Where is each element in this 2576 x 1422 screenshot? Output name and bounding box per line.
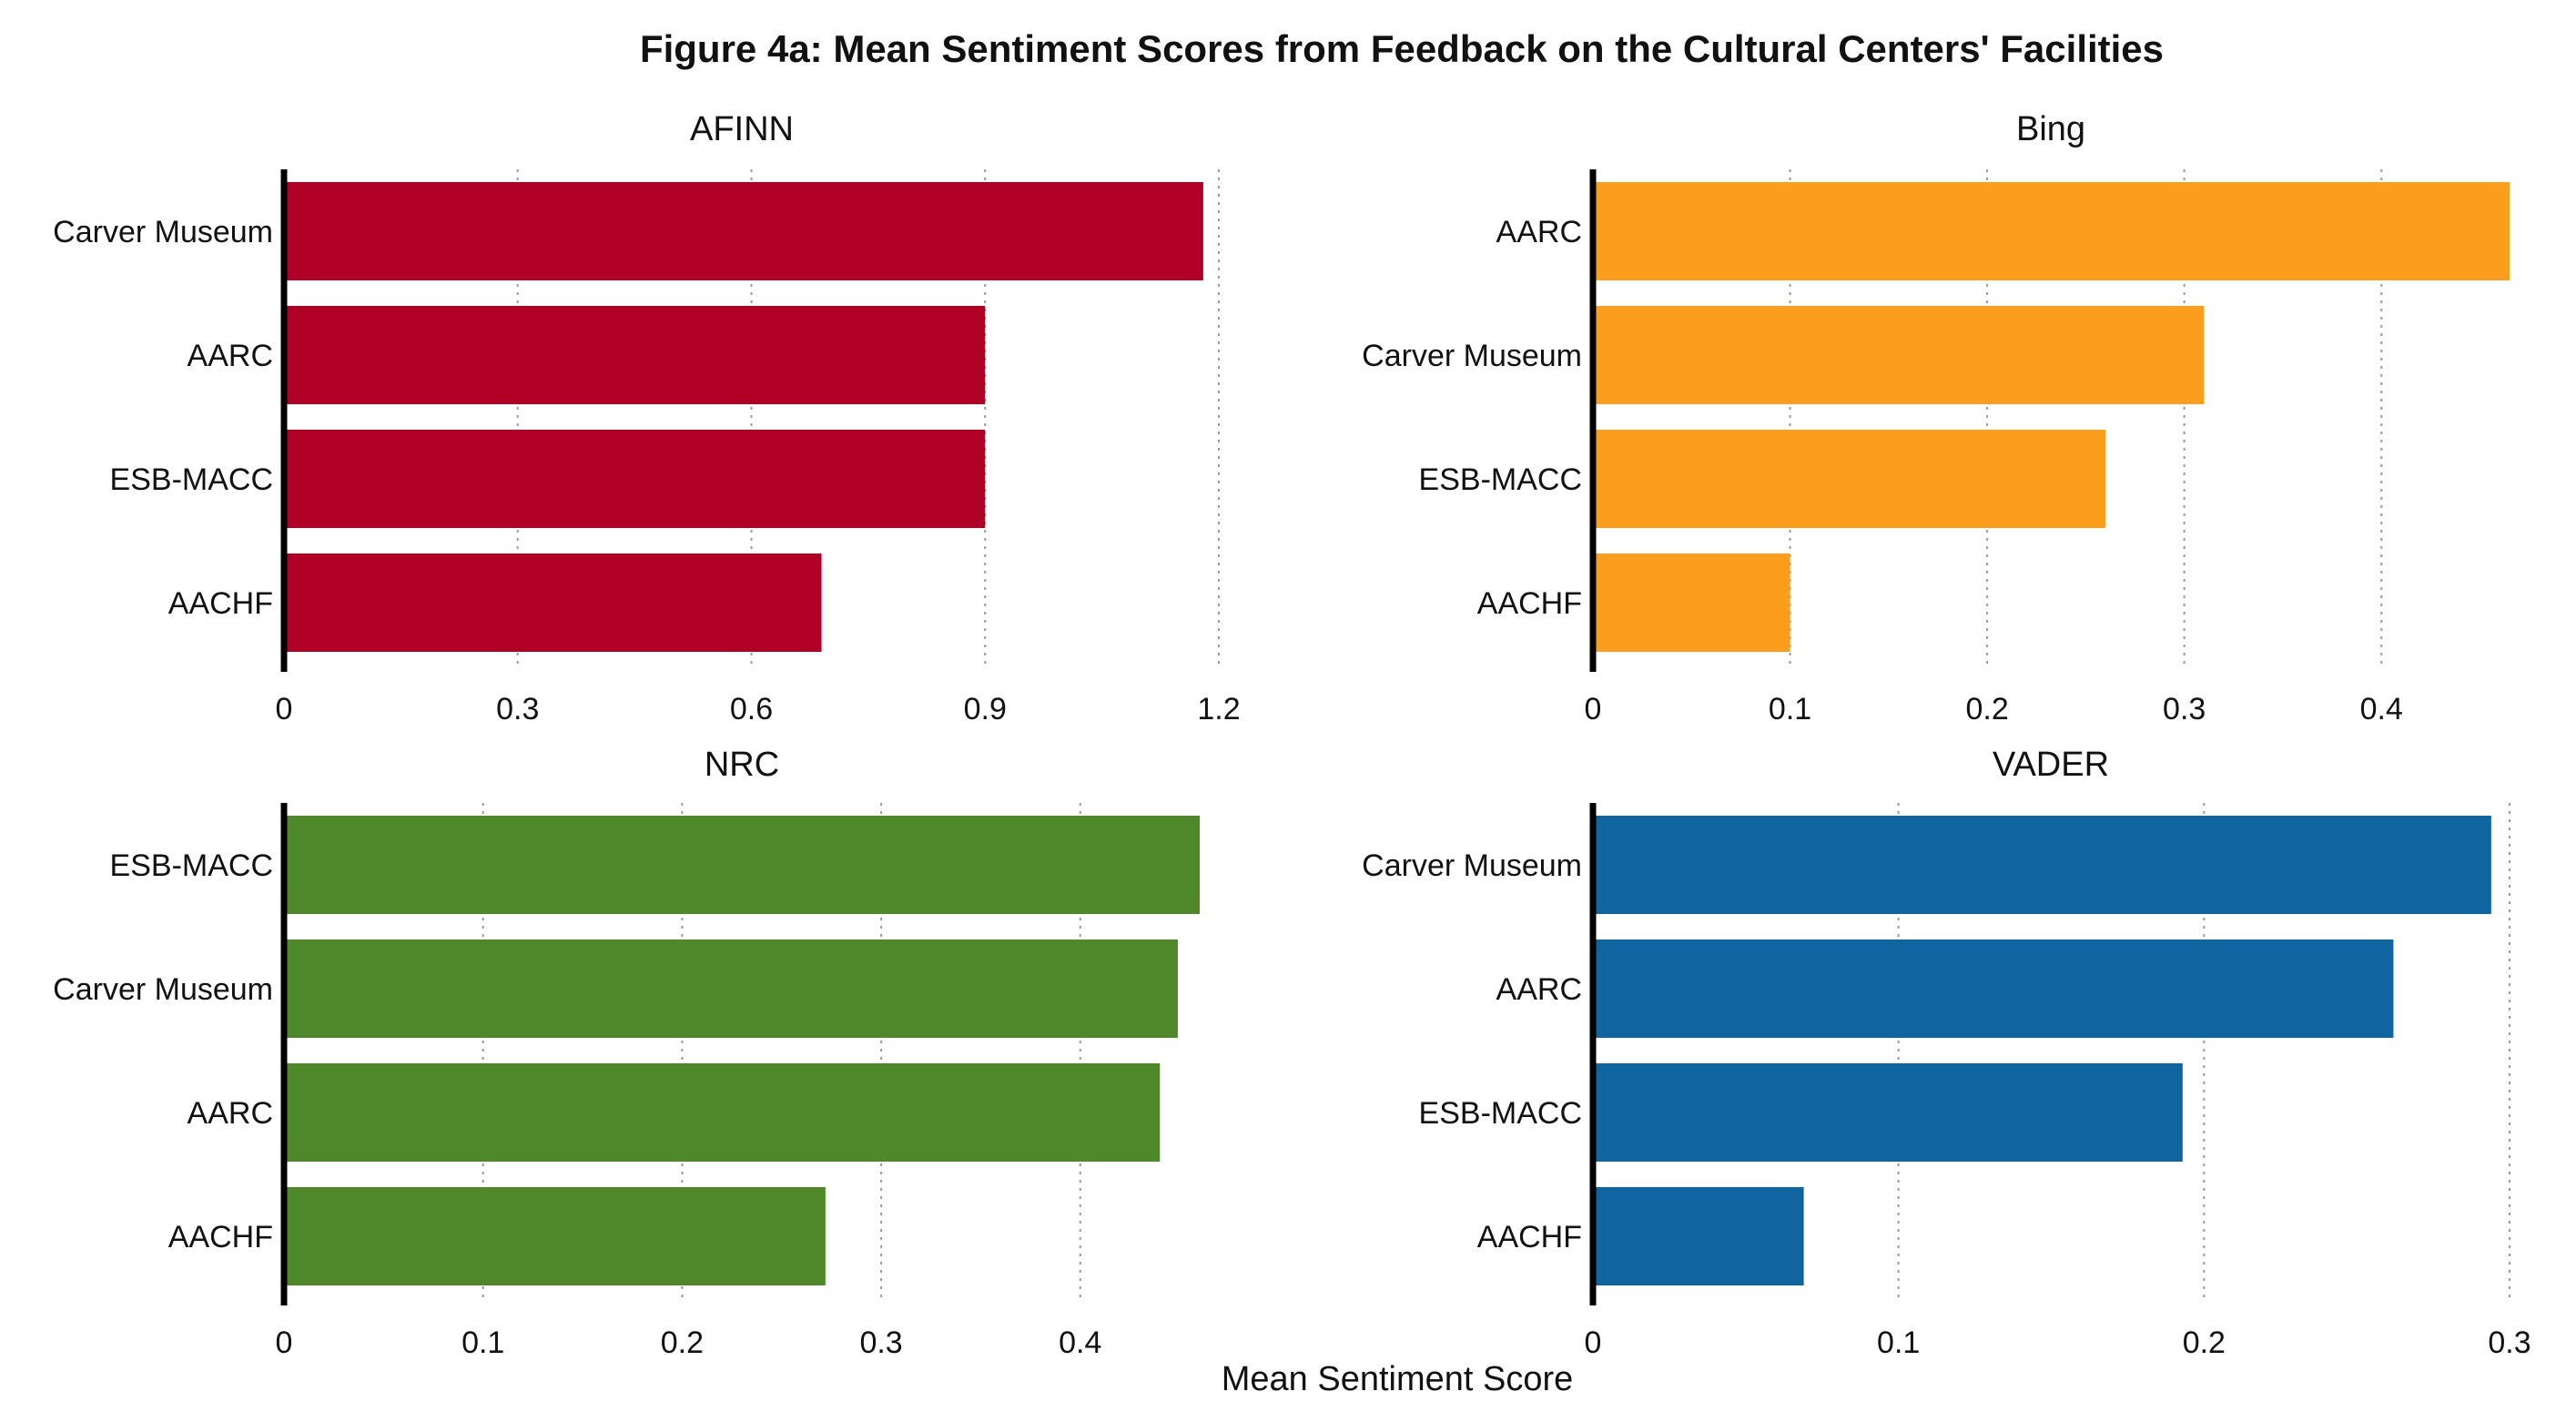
panel-title: VADER [1993, 746, 2109, 784]
bar [1593, 940, 2394, 1038]
x-tick-label: 0.2 [661, 1326, 704, 1360]
bar [1593, 1187, 1804, 1285]
bar [284, 940, 1178, 1038]
category-label: Carver Museum [1362, 339, 1582, 373]
x-axis-title: Mean Sentiment Score [1222, 1360, 1574, 1398]
x-tick-label: 0 [1585, 1326, 1602, 1360]
x-tick-label: 0 [276, 692, 293, 726]
category-label: Carver Museum [53, 972, 273, 1007]
bar [284, 1063, 1161, 1162]
x-tick-label: 0.3 [496, 692, 539, 726]
panel-title: Bing [2016, 110, 2085, 148]
x-tick-label: 0.3 [2163, 692, 2206, 726]
figure-title: Figure 4a: Mean Sentiment Scores from Fe… [640, 27, 2164, 70]
x-tick-label: 0 [1585, 692, 1602, 726]
bar [1593, 554, 1790, 652]
bar [284, 306, 986, 404]
category-label: Carver Museum [1362, 848, 1582, 883]
x-tick-label: 0.4 [2360, 692, 2403, 726]
panel-afinn: AFINN Carver Museum AARC ESB-MACC AACHF 0 0.3 0… [53, 110, 1240, 726]
bar [284, 182, 1203, 280]
category-label: ESB-MACC [1419, 1096, 1582, 1131]
bar [1593, 306, 2205, 404]
x-tick-label: 1.2 [1197, 692, 1240, 726]
x-tick-label: 0.1 [1769, 692, 1811, 726]
bar [1593, 1063, 2183, 1162]
x-tick-label: 0.1 [1877, 1326, 1920, 1360]
panel-vader: VADER Carver Museum AARC ESB-MACC AACHF 0 0.1 0… [1362, 746, 2530, 1360]
bar [284, 554, 822, 652]
panel-nrc: NRC ESB-MACC Carver Museum AARC AACHF 0 0.1 0.2… [53, 746, 1200, 1360]
x-tick-label: 0.3 [2488, 1326, 2530, 1360]
x-tick-label: 0.4 [1059, 1326, 1101, 1360]
bar [284, 430, 986, 528]
bar [1593, 816, 2491, 914]
panels: AFINN Carver Museum AARC ESB-MACC AACHF 0 0.3 0… [53, 110, 2530, 1360]
bar [284, 816, 1200, 914]
category-label: Carver Museum [53, 215, 273, 249]
panel-title: AFINN [690, 110, 794, 148]
x-tick-label: 0.9 [964, 692, 1007, 726]
bar [1593, 182, 2510, 280]
x-tick-label: 0.2 [1965, 692, 2008, 726]
category-label: AACHF [1477, 586, 1582, 621]
bar [1593, 430, 2106, 528]
category-label: ESB-MACC [110, 848, 273, 883]
x-tick-label: 0.6 [730, 692, 773, 726]
panel-title: NRC [705, 746, 779, 784]
category-label: AARC [1496, 972, 1582, 1007]
x-tick-label: 0.1 [461, 1326, 504, 1360]
category-label: ESB-MACC [110, 462, 273, 497]
category-label: AACHF [168, 1220, 273, 1254]
panel-bing: Bing AARC Carver Museum ESB-MACC AACHF 0 0.1 0.… [1362, 110, 2510, 726]
x-tick-label: 0 [276, 1326, 293, 1360]
category-label: AARC [1496, 215, 1582, 249]
category-label: ESB-MACC [1419, 462, 1582, 497]
category-label: AACHF [1477, 1220, 1582, 1254]
x-tick-label: 0.2 [2183, 1326, 2226, 1360]
category-label: AARC [188, 1096, 273, 1131]
category-label: AACHF [168, 586, 273, 621]
x-tick-label: 0.3 [859, 1326, 902, 1360]
category-label: AARC [188, 339, 273, 373]
bar [284, 1187, 826, 1285]
